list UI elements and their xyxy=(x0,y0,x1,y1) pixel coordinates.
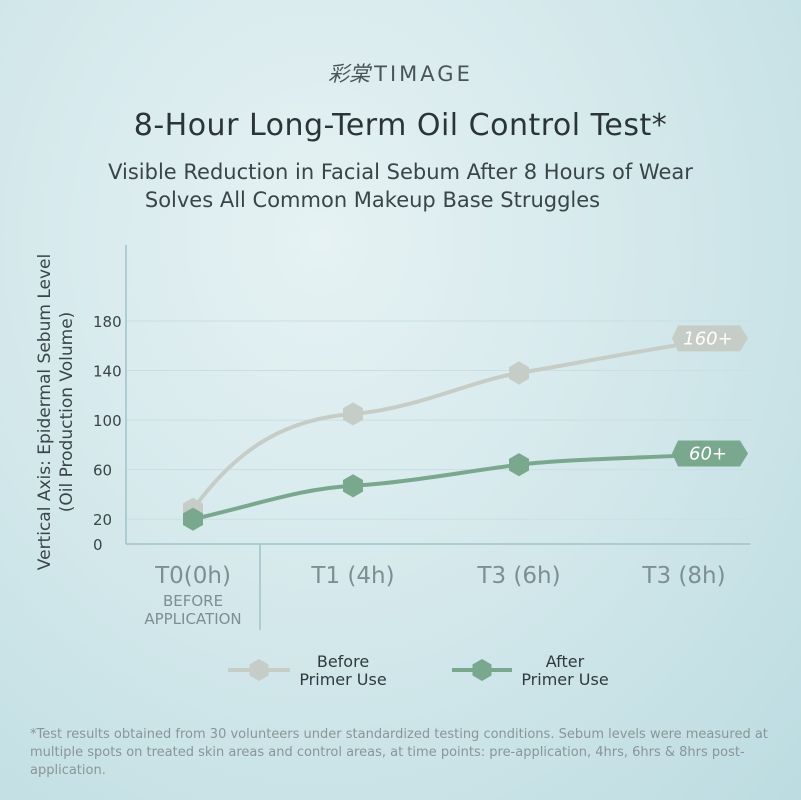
series-line-0 xyxy=(191,336,727,512)
y-tick-100: 100 xyxy=(93,412,122,430)
x-tick-0: T0(0h) xyxy=(154,563,231,589)
series-0-point-2 xyxy=(509,361,529,385)
series-1-point-0 xyxy=(183,507,203,531)
x-tick-3: T3 (8h) xyxy=(641,563,725,589)
series-1-end-tag xyxy=(672,440,748,467)
brand-logo: 彩棠 TIMAGE xyxy=(0,58,801,88)
series-0-end-label: 160+ xyxy=(683,328,732,349)
chart-series: 160+ 60+ xyxy=(183,325,748,531)
brand-glyph: 彩棠 xyxy=(328,62,371,86)
series-line-1 xyxy=(191,451,727,522)
legend-marker-0 xyxy=(249,659,269,681)
series-1-point-2 xyxy=(509,453,529,477)
x-tick-note-1: APPLICATION xyxy=(144,610,241,628)
x-tick-labels: T0(0h) T1 (4h) T3 (6h) T3 (8h) BEFOREAPPLICA… xyxy=(144,563,725,628)
legend-before-line1: Before xyxy=(316,652,370,671)
series-1-end-label: 60+ xyxy=(689,444,727,465)
y-tick-labels: 0 20 60 100 140 180 xyxy=(93,313,122,554)
series-1-point-1 xyxy=(343,474,363,498)
y-axis-label-line-2: (Oil Production Volume) xyxy=(57,312,77,513)
brand-name: TIMAGE xyxy=(374,62,473,86)
y-tick-20: 20 xyxy=(93,511,112,529)
x-tick-1: T1 (4h) xyxy=(310,563,394,589)
subtitle-line-2: Solves All Common Makeup Base Struggles xyxy=(144,188,601,212)
y-tick-0: 0 xyxy=(93,536,103,554)
chart-grid xyxy=(126,320,750,520)
y-axis-label-line-1: Vertical Axis: Epidermal Sebum Level xyxy=(35,254,55,570)
legend-after-line2: Primer Use xyxy=(521,670,609,689)
legend-before-line2: Primer Use xyxy=(299,670,387,689)
x-tick-note-0: BEFORE xyxy=(163,592,223,610)
series-0-point-1 xyxy=(343,402,363,426)
y-tick-60: 60 xyxy=(93,462,112,480)
chart-axes xyxy=(125,245,750,630)
series-0-end-tag xyxy=(672,325,748,352)
footnote: *Test results obtained from 30 volunteer… xyxy=(30,727,768,778)
legend-label-before: Before Primer Use xyxy=(283,653,403,689)
page-title: 8-Hour Long-Term Oil Control Test* xyxy=(133,108,668,143)
x-tick-2: T3 (6h) xyxy=(476,563,560,589)
chart-legend xyxy=(228,659,512,681)
subtitle-line-1: Visible Reduction in Facial Sebum After … xyxy=(108,160,693,184)
y-tick-180: 180 xyxy=(93,313,122,331)
legend-label-after: After Primer Use xyxy=(505,653,625,689)
legend-after-line1: After xyxy=(545,652,585,671)
y-tick-140: 140 xyxy=(93,363,122,381)
legend-marker-1 xyxy=(472,659,492,681)
